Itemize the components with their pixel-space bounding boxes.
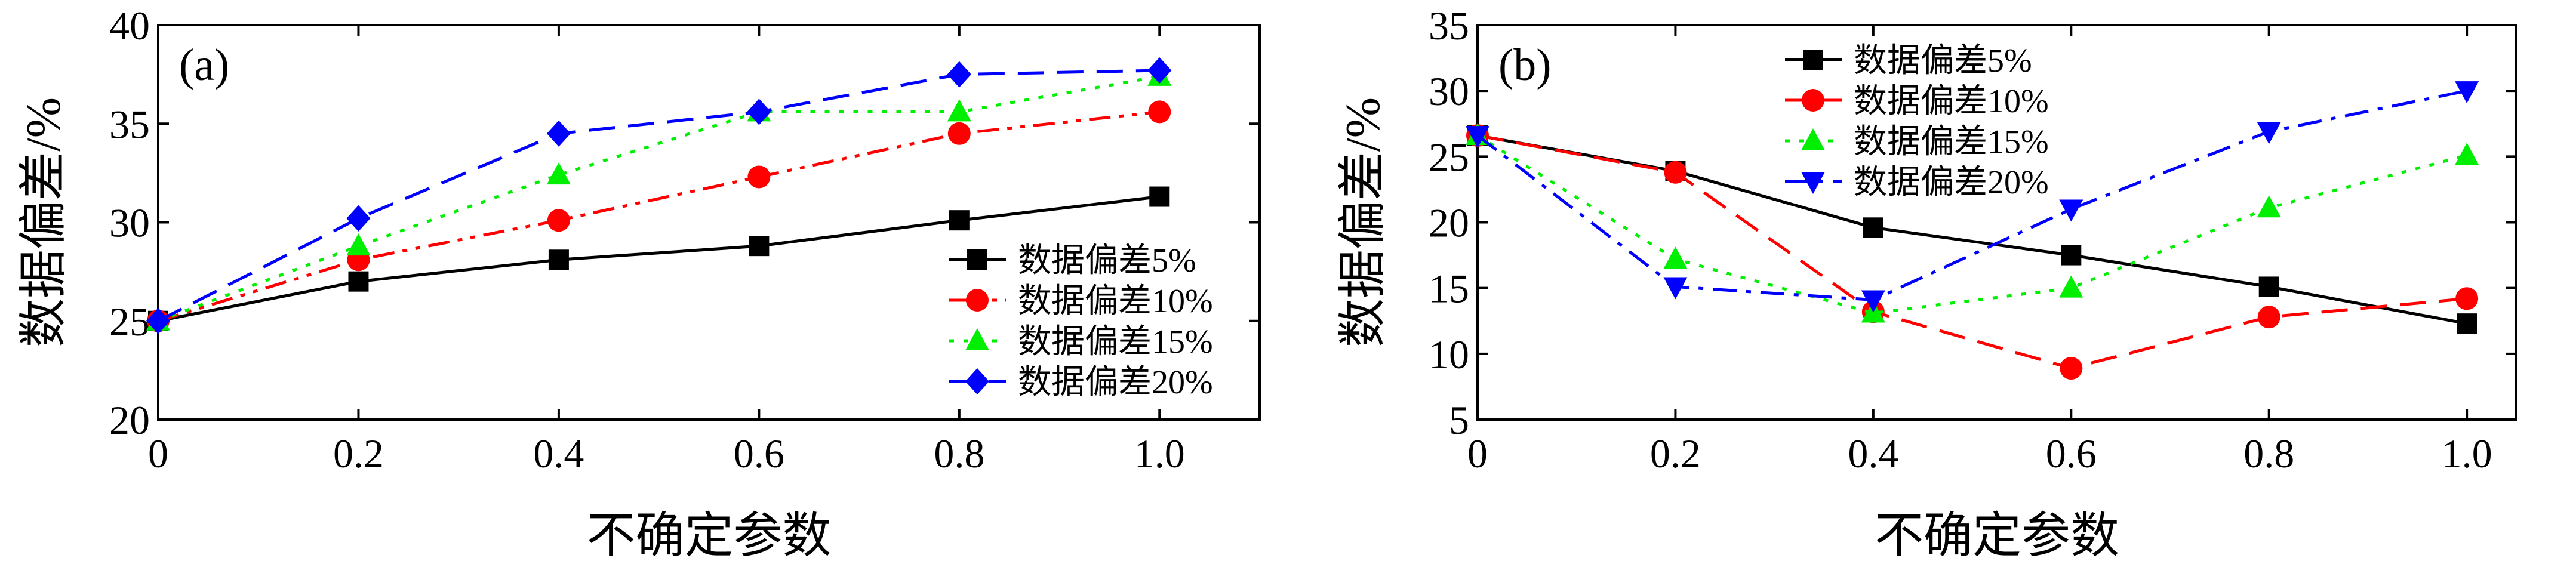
x-tick-label: 0.8	[934, 431, 984, 476]
legend-label: 数据偏差5%	[1018, 242, 1196, 279]
legend-marker	[1801, 172, 1825, 194]
legend-label: 数据偏差15%	[1018, 323, 1213, 360]
y-tick-label: 20	[1429, 201, 1469, 246]
data-point	[947, 61, 971, 88]
data-point	[1663, 277, 1688, 300]
data-point	[1664, 161, 1687, 184]
data-point	[2258, 276, 2279, 297]
series-2	[147, 100, 1171, 332]
data-point	[1863, 217, 1883, 238]
series-line	[1477, 134, 2467, 370]
data-point	[2257, 306, 2280, 329]
y-tick-label: 30	[1429, 69, 1469, 114]
series-4	[146, 57, 1172, 334]
chart-panel-b: 0 0.2 0.4 0.6 0.8 1.0 5 10 15 20 25 30 35 不确定参数 数据偏差/%…	[1335, 3, 2517, 561]
x-tick-label: 0.6	[734, 431, 784, 476]
data-point	[947, 122, 971, 145]
data-point	[346, 205, 371, 232]
legend-label: 数据偏差20%	[1854, 164, 2049, 201]
y-axis-title: 数据偏差/%	[16, 97, 70, 347]
data-point	[2457, 313, 2477, 334]
x-tick-label: 0	[148, 431, 168, 476]
data-point	[548, 249, 569, 270]
data-point	[947, 99, 971, 122]
legend-marker	[1802, 89, 1824, 112]
data-point	[2455, 143, 2479, 165]
series-line	[158, 195, 1160, 323]
legend-label: 数据偏差5%	[1854, 42, 2032, 79]
y-tick-label: 30	[109, 201, 150, 246]
x-axis-title: 不确定参数	[1875, 508, 2119, 561]
legend-label: 数据偏差15%	[1854, 124, 2049, 161]
x-tick-label: 0.8	[2243, 431, 2294, 476]
legend-marker	[966, 289, 989, 312]
legend-label: 数据偏差20%	[1018, 364, 1213, 401]
data-point	[546, 120, 571, 147]
x-tick-label: 1.0	[1134, 431, 1185, 476]
data-point	[2455, 287, 2479, 310]
x-tick-label: 1.0	[2442, 431, 2492, 476]
data-point	[547, 209, 570, 232]
x-tick-label: 0.6	[2046, 431, 2097, 476]
y-tick-label: 10	[1429, 332, 1469, 377]
legend-marker	[1801, 128, 1825, 150]
data-point	[2257, 195, 2281, 218]
series-line	[158, 75, 1160, 323]
data-point	[2257, 122, 2281, 144]
data-point	[2059, 275, 2083, 298]
series-line	[1476, 89, 2467, 302]
x-axis-title: 不确定参数	[586, 508, 831, 561]
legend-label: 数据偏差10%	[1854, 83, 2049, 120]
legend-marker	[967, 249, 987, 270]
y-axis-title: 数据偏差/%	[1335, 97, 1390, 347]
data-point	[749, 236, 770, 257]
legend-marker	[1803, 50, 1823, 70]
chart-panel-a: 0 0.2 0.4 0.6 0.8 1.0 20 25 30 35 40 不确定参数 数据偏差/% (a)…	[16, 3, 1261, 561]
y-tick-label: 25	[109, 299, 150, 344]
data-point	[546, 162, 571, 185]
y-tick-label: 35	[1429, 3, 1469, 48]
data-point	[747, 165, 771, 189]
series-line	[157, 69, 1160, 322]
data-point	[346, 233, 371, 256]
x-tick-label: 0.2	[333, 431, 384, 476]
series-1	[148, 186, 1170, 331]
data-point	[1861, 290, 1885, 313]
legend-label: 数据偏差10%	[1018, 283, 1213, 320]
data-point	[1148, 100, 1171, 124]
data-point	[1663, 246, 1688, 269]
panel-label: (a)	[179, 40, 229, 90]
data-point	[1147, 57, 1172, 84]
x-tick-label: 0.2	[1650, 431, 1701, 476]
data-point	[1466, 126, 1489, 149]
y-tick-label: 15	[1429, 266, 1469, 312]
legend: 数据偏差5% 数据偏差10%数据偏差15% 数据偏差20%	[949, 242, 1213, 401]
data-point	[348, 271, 369, 292]
legend-marker	[965, 368, 989, 394]
y-tick-label: 40	[109, 3, 150, 48]
data-point	[146, 307, 170, 334]
legend-marker	[965, 328, 989, 350]
data-point	[747, 98, 771, 125]
legend: 数据偏差5% 数据偏差10% 数据偏差15%数据偏差20%	[1785, 42, 2049, 201]
data-point	[2061, 245, 2082, 266]
x-tick-label: 0	[1467, 431, 1488, 476]
data-point	[949, 210, 970, 231]
y-tick-label: 35	[109, 101, 150, 147]
series-4	[1466, 81, 2479, 313]
data-point	[1149, 186, 1170, 207]
series-2	[1466, 124, 2479, 380]
data-point	[2060, 357, 2083, 380]
x-tick-label: 0.4	[533, 431, 584, 476]
data-point	[2059, 199, 2083, 222]
y-tick-label: 25	[1429, 134, 1469, 180]
panel-label: (b)	[1498, 40, 1552, 90]
series-line	[158, 110, 1160, 323]
data-point	[2455, 81, 2479, 104]
y-tick-label: 20	[109, 397, 150, 443]
x-tick-label: 0.4	[1848, 431, 1898, 476]
y-tick-label: 5	[1449, 397, 1469, 443]
